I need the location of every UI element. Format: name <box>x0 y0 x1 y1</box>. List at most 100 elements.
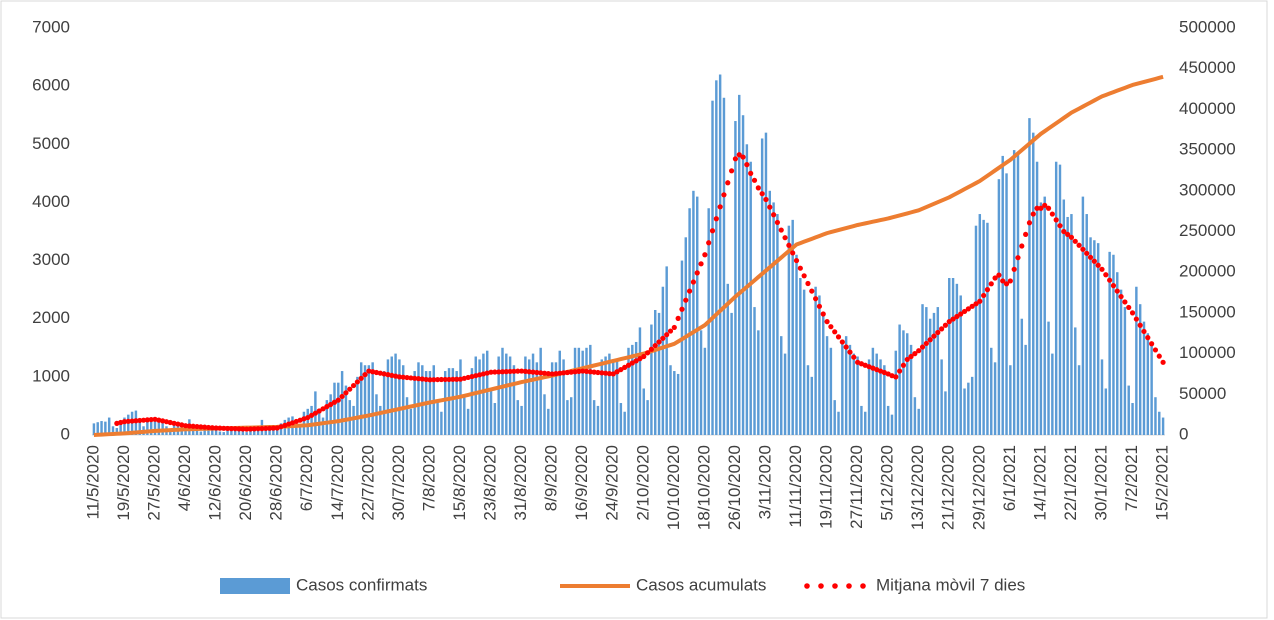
bar <box>1054 161 1058 435</box>
dot <box>778 227 784 233</box>
dot <box>1084 250 1090 256</box>
bar <box>195 429 199 435</box>
bar <box>436 400 439 435</box>
dot <box>450 376 456 382</box>
dot <box>931 333 937 339</box>
dot <box>560 370 567 376</box>
bar <box>329 394 332 435</box>
bar <box>913 397 917 435</box>
dot <box>664 332 670 338</box>
bar <box>524 356 527 435</box>
dot <box>1099 266 1105 272</box>
dot <box>1122 299 1128 305</box>
dot <box>247 426 254 432</box>
dot <box>419 376 425 382</box>
dot <box>240 426 246 432</box>
dot <box>557 370 563 376</box>
bar <box>455 371 458 435</box>
dot <box>1065 231 1071 238</box>
legend-label: Casos confirmats <box>296 575 427 594</box>
dot <box>320 406 326 412</box>
bar <box>718 74 722 435</box>
dot <box>404 374 410 381</box>
bar <box>245 432 248 435</box>
dot <box>805 280 811 287</box>
dot <box>1015 255 1021 261</box>
bar <box>249 429 252 435</box>
dot <box>851 354 857 360</box>
dot <box>820 311 826 317</box>
dot <box>541 370 548 376</box>
bar <box>795 254 798 435</box>
x-tick-label: 16/9/2020 <box>572 445 591 521</box>
bar <box>1085 214 1088 435</box>
dot <box>683 297 689 303</box>
dot <box>530 369 536 375</box>
bar <box>359 362 363 435</box>
x-tick-label: 19/11/2020 <box>817 445 836 529</box>
dot <box>1133 316 1139 322</box>
dot <box>839 339 845 345</box>
dot <box>255 426 261 432</box>
bar <box>715 80 718 435</box>
dot <box>251 426 257 432</box>
y2-tick-label: 50000 <box>1179 384 1226 403</box>
dot <box>984 287 991 293</box>
legend-swatch <box>860 583 866 589</box>
dot <box>813 296 819 302</box>
bar <box>879 359 882 435</box>
bar <box>207 427 210 435</box>
bar <box>138 420 141 435</box>
bar <box>237 429 241 435</box>
bar <box>405 397 409 435</box>
bar <box>600 359 603 435</box>
bar <box>799 278 802 435</box>
bar <box>302 411 306 435</box>
dot <box>221 425 227 431</box>
bar <box>806 365 810 435</box>
dot <box>759 191 765 197</box>
dot <box>942 322 949 328</box>
dot <box>629 360 635 366</box>
dot <box>202 424 208 430</box>
bar <box>466 408 470 435</box>
bar <box>1043 196 1046 435</box>
dot <box>606 371 613 377</box>
x-tick-label: 23/8/2020 <box>481 445 500 521</box>
bar <box>226 429 229 435</box>
dot <box>904 356 910 363</box>
dot <box>549 371 555 377</box>
dot <box>587 369 593 375</box>
bar <box>951 278 955 435</box>
bar <box>1116 272 1119 435</box>
bar <box>485 350 489 435</box>
bar <box>1039 202 1043 435</box>
bar <box>230 428 233 435</box>
dot <box>324 404 330 410</box>
bar <box>986 222 989 435</box>
x-tick-label: 26/10/2020 <box>725 445 744 530</box>
dot <box>1149 341 1155 347</box>
x-tick-label: 24/9/2020 <box>603 445 622 521</box>
dot <box>507 368 513 375</box>
dot <box>897 368 903 374</box>
dot <box>1053 217 1059 223</box>
dot <box>847 349 853 355</box>
dot <box>698 261 704 267</box>
bar <box>1009 365 1012 435</box>
bar <box>1161 417 1165 435</box>
dot <box>981 292 987 299</box>
bar <box>1154 397 1157 435</box>
dot <box>182 423 189 429</box>
bar <box>741 115 745 435</box>
bar <box>111 426 115 435</box>
dot <box>965 306 971 312</box>
dot <box>721 192 727 198</box>
y2-tick-label: 150000 <box>1179 302 1236 321</box>
bar <box>1081 196 1085 435</box>
x-tick-label: 12/6/2020 <box>206 445 225 521</box>
dot <box>224 425 231 432</box>
dot <box>572 369 578 375</box>
bar <box>699 330 703 435</box>
dot <box>675 315 681 321</box>
